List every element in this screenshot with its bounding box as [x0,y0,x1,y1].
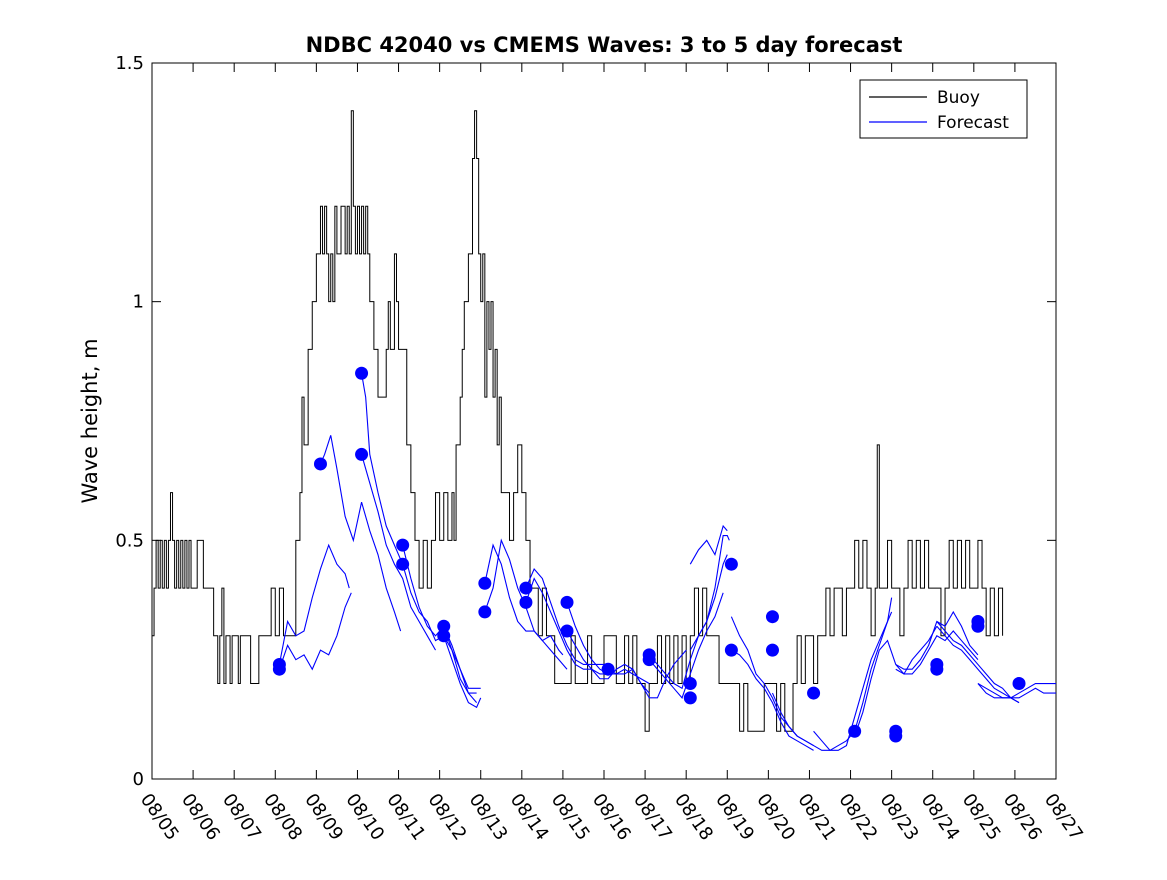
forecast-marker [396,538,410,552]
forecast-series-line [689,524,728,565]
forecast-marker [601,662,615,676]
forecast-marker [848,724,862,738]
forecast-marker [683,691,697,705]
forecast-series-line [689,535,730,651]
forecast-marker [807,686,821,700]
forecast-series-line [771,692,856,751]
legend-buoy-label: Buoy [937,88,980,108]
forecast-marker [519,595,533,609]
forecast-marker [930,662,944,676]
chart-title: NDBC 42040 vs CMEMS Waves: 3 to 5 day fo… [306,33,903,57]
y-tick-label: 0.5 [115,530,144,551]
forecast-series-line [936,625,1020,704]
forecast-series-line [977,683,1056,699]
forecast-series-line [895,630,979,675]
forecast-marker [478,605,492,619]
forecast-marker [683,677,697,691]
forecast-series-line [936,621,1020,704]
forecast-marker [437,629,451,643]
legend-box [859,79,1028,139]
y-axis-label: Wave height, m [78,338,102,503]
forecast-marker [355,447,369,461]
forecast-marker [478,576,492,590]
forecast-marker [724,643,738,657]
forecast-marker [519,581,533,595]
y-tick-label: 1.5 [115,53,144,74]
forecast-series-line [731,649,814,751]
forecast-marker [437,619,451,633]
forecast-marker [560,595,574,609]
forecast-marker [355,366,369,380]
forecast-series-line [361,373,404,565]
y-tick-label: 0 [133,769,144,790]
forecast-marker [642,653,656,667]
forecast-marker [272,662,286,676]
forecast-marker [1012,677,1026,691]
forecast-series-line [319,435,402,632]
y-tick-label: 1 [133,292,144,313]
forecast-series-line [525,567,609,665]
forecast-series-line [278,543,350,665]
legend-forecast-label: Forecast [937,113,1009,133]
forecast-marker [724,557,738,571]
buoy-series-line [152,110,1004,732]
forecast-marker [765,643,779,657]
forecast-series-line [895,610,979,670]
forecast-series-line [648,554,728,690]
forecast-series-line [361,454,437,651]
series-group [152,110,1056,751]
forecast-series-line [607,649,687,699]
forecast-series-line [525,577,609,675]
forecast-marker [971,619,985,633]
forecast-marker [560,624,574,638]
forecast-marker [313,457,327,471]
forecast-series-line [278,592,352,671]
forecast-marker [396,557,410,571]
forecast-series-line [977,682,1056,699]
forecast-series-line [813,611,893,751]
forecast-marker [889,729,903,743]
forecast-marker [765,610,779,624]
legend: Buoy Forecast [859,79,1028,139]
forecast-series-line [854,625,938,737]
forecast-series-line [854,597,893,732]
forecast-series-line [443,635,477,694]
